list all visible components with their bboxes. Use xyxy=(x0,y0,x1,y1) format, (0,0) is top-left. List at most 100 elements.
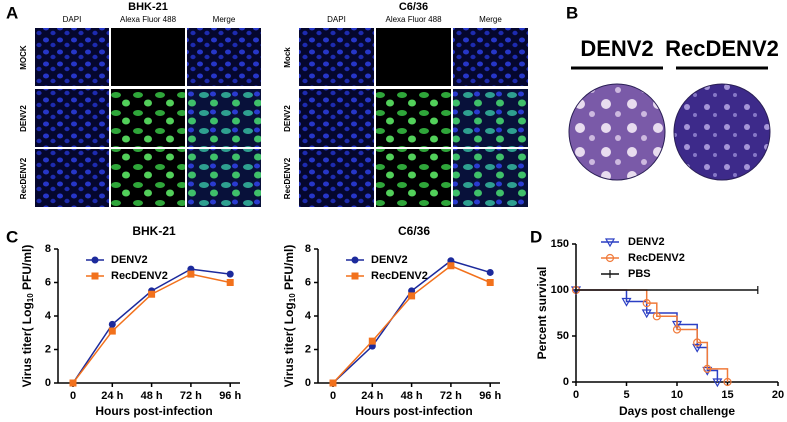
y-tick-label: 0 xyxy=(305,377,311,389)
series-line xyxy=(72,268,231,384)
legend-label: DENV2 xyxy=(371,254,408,266)
panel-letter: B xyxy=(566,3,578,22)
y-tick-label: 4 xyxy=(305,310,312,322)
y-axis-label: Percent survival xyxy=(535,267,549,360)
x-tick-label: 72 h xyxy=(180,390,202,402)
x-tick-label: 0 xyxy=(573,389,579,401)
plate xyxy=(673,83,771,181)
marker xyxy=(226,279,234,286)
micrograph xyxy=(35,28,109,86)
micrograph xyxy=(35,89,109,147)
micrograph xyxy=(111,149,185,207)
marker xyxy=(91,256,99,264)
panel-letter: A xyxy=(6,3,18,22)
micrograph xyxy=(299,89,374,147)
micrograph xyxy=(187,149,261,207)
y-tick-label: 150 xyxy=(551,238,569,250)
marker xyxy=(703,364,712,373)
column-header: DAPI xyxy=(63,15,82,24)
marker xyxy=(226,270,234,278)
y-axis-label-part: 10 xyxy=(288,293,297,302)
x-tick-label: 24 h xyxy=(101,390,123,402)
group-title: C6/36 xyxy=(399,1,428,13)
marker xyxy=(641,309,652,319)
legend-label: RecDENV2 xyxy=(371,270,428,282)
micrograph xyxy=(299,149,374,207)
legend-label: DENV2 xyxy=(111,254,148,266)
column-header: Alexa Fluor 488 xyxy=(385,15,442,24)
column-header: Alexa Fluor 488 xyxy=(120,15,177,24)
x-tick-label: 0 xyxy=(330,390,336,402)
plate-label: DENV2 xyxy=(580,36,653,61)
y-axis-label-part: PFU/ml) xyxy=(282,245,296,294)
marker xyxy=(723,377,732,387)
marker xyxy=(108,320,116,328)
x-tick-label: 0 xyxy=(70,390,76,402)
column-header: Merge xyxy=(213,15,236,24)
panel-letter: D xyxy=(530,227,542,246)
marker xyxy=(652,312,661,321)
marker xyxy=(351,272,359,280)
x-tick-label: 15 xyxy=(721,389,733,401)
y-axis-label-part: 10 xyxy=(26,293,35,302)
y-tick-label: 2 xyxy=(45,343,51,355)
y-tick-label: 2 xyxy=(305,343,311,355)
y-tick-label: 0 xyxy=(563,376,569,388)
group-title: BHK-21 xyxy=(128,1,168,13)
micrograph xyxy=(187,28,261,86)
legend-label: RecDENV2 xyxy=(111,270,168,282)
marker xyxy=(693,338,702,347)
panel-letter: C xyxy=(6,227,18,246)
row-label: DENV2 xyxy=(19,105,28,132)
marker xyxy=(605,253,615,263)
plate-label: RecDENV2 xyxy=(665,36,779,61)
x-tick-label: 20 xyxy=(772,389,784,401)
x-tick-label: 24 h xyxy=(361,390,383,402)
x-tick-label: 5 xyxy=(623,389,629,401)
plate xyxy=(568,83,666,181)
row-label: MOCK xyxy=(19,45,28,70)
y-axis-label-part: Virus titer( Log xyxy=(20,302,34,387)
y-axis-label: Virus titer( Log10 PFU/ml) xyxy=(20,245,35,388)
marker xyxy=(642,299,651,308)
column-header: DAPI xyxy=(327,15,346,24)
marker xyxy=(447,262,455,270)
micrograph xyxy=(187,89,261,147)
marker xyxy=(486,268,494,276)
series-line xyxy=(332,264,491,384)
legend-label: PBS xyxy=(628,268,651,280)
row-label: RecDENV2 xyxy=(19,157,28,199)
marker xyxy=(187,270,195,278)
legend-label: RecDENV2 xyxy=(628,252,685,264)
micrograph xyxy=(376,89,451,147)
marker xyxy=(408,292,416,300)
marker xyxy=(91,272,99,280)
micrograph xyxy=(376,149,451,207)
micrograph xyxy=(453,28,528,86)
y-tick-label: 0 xyxy=(45,377,51,389)
x-tick-label: 72 h xyxy=(440,390,462,402)
marker xyxy=(108,327,116,335)
row-label: RecDENV2 xyxy=(283,157,292,199)
x-axis-label: Hours post-infection xyxy=(355,404,472,418)
marker xyxy=(621,297,632,307)
y-tick-label: 50 xyxy=(557,330,569,342)
micrograph xyxy=(453,149,528,207)
column-header: Merge xyxy=(479,15,502,24)
micrograph xyxy=(453,89,528,147)
marker xyxy=(329,379,337,387)
marker xyxy=(368,337,376,345)
y-tick-label: 8 xyxy=(305,243,311,255)
x-tick-label: 96 h xyxy=(219,390,241,402)
marker xyxy=(692,343,703,353)
figure-content: A B C D BHK-21 DAPI Alexa Fluor 488 Merge MOCK DE… xyxy=(6,1,784,418)
y-tick-label: 8 xyxy=(45,243,51,255)
x-tick-label: 10 xyxy=(671,389,683,401)
y-tick-label: 100 xyxy=(551,284,569,296)
y-tick-label: 4 xyxy=(45,310,52,322)
micrograph xyxy=(376,28,451,86)
x-tick-label: 48 h xyxy=(141,390,163,402)
micrograph xyxy=(35,149,109,207)
marker xyxy=(486,279,494,286)
